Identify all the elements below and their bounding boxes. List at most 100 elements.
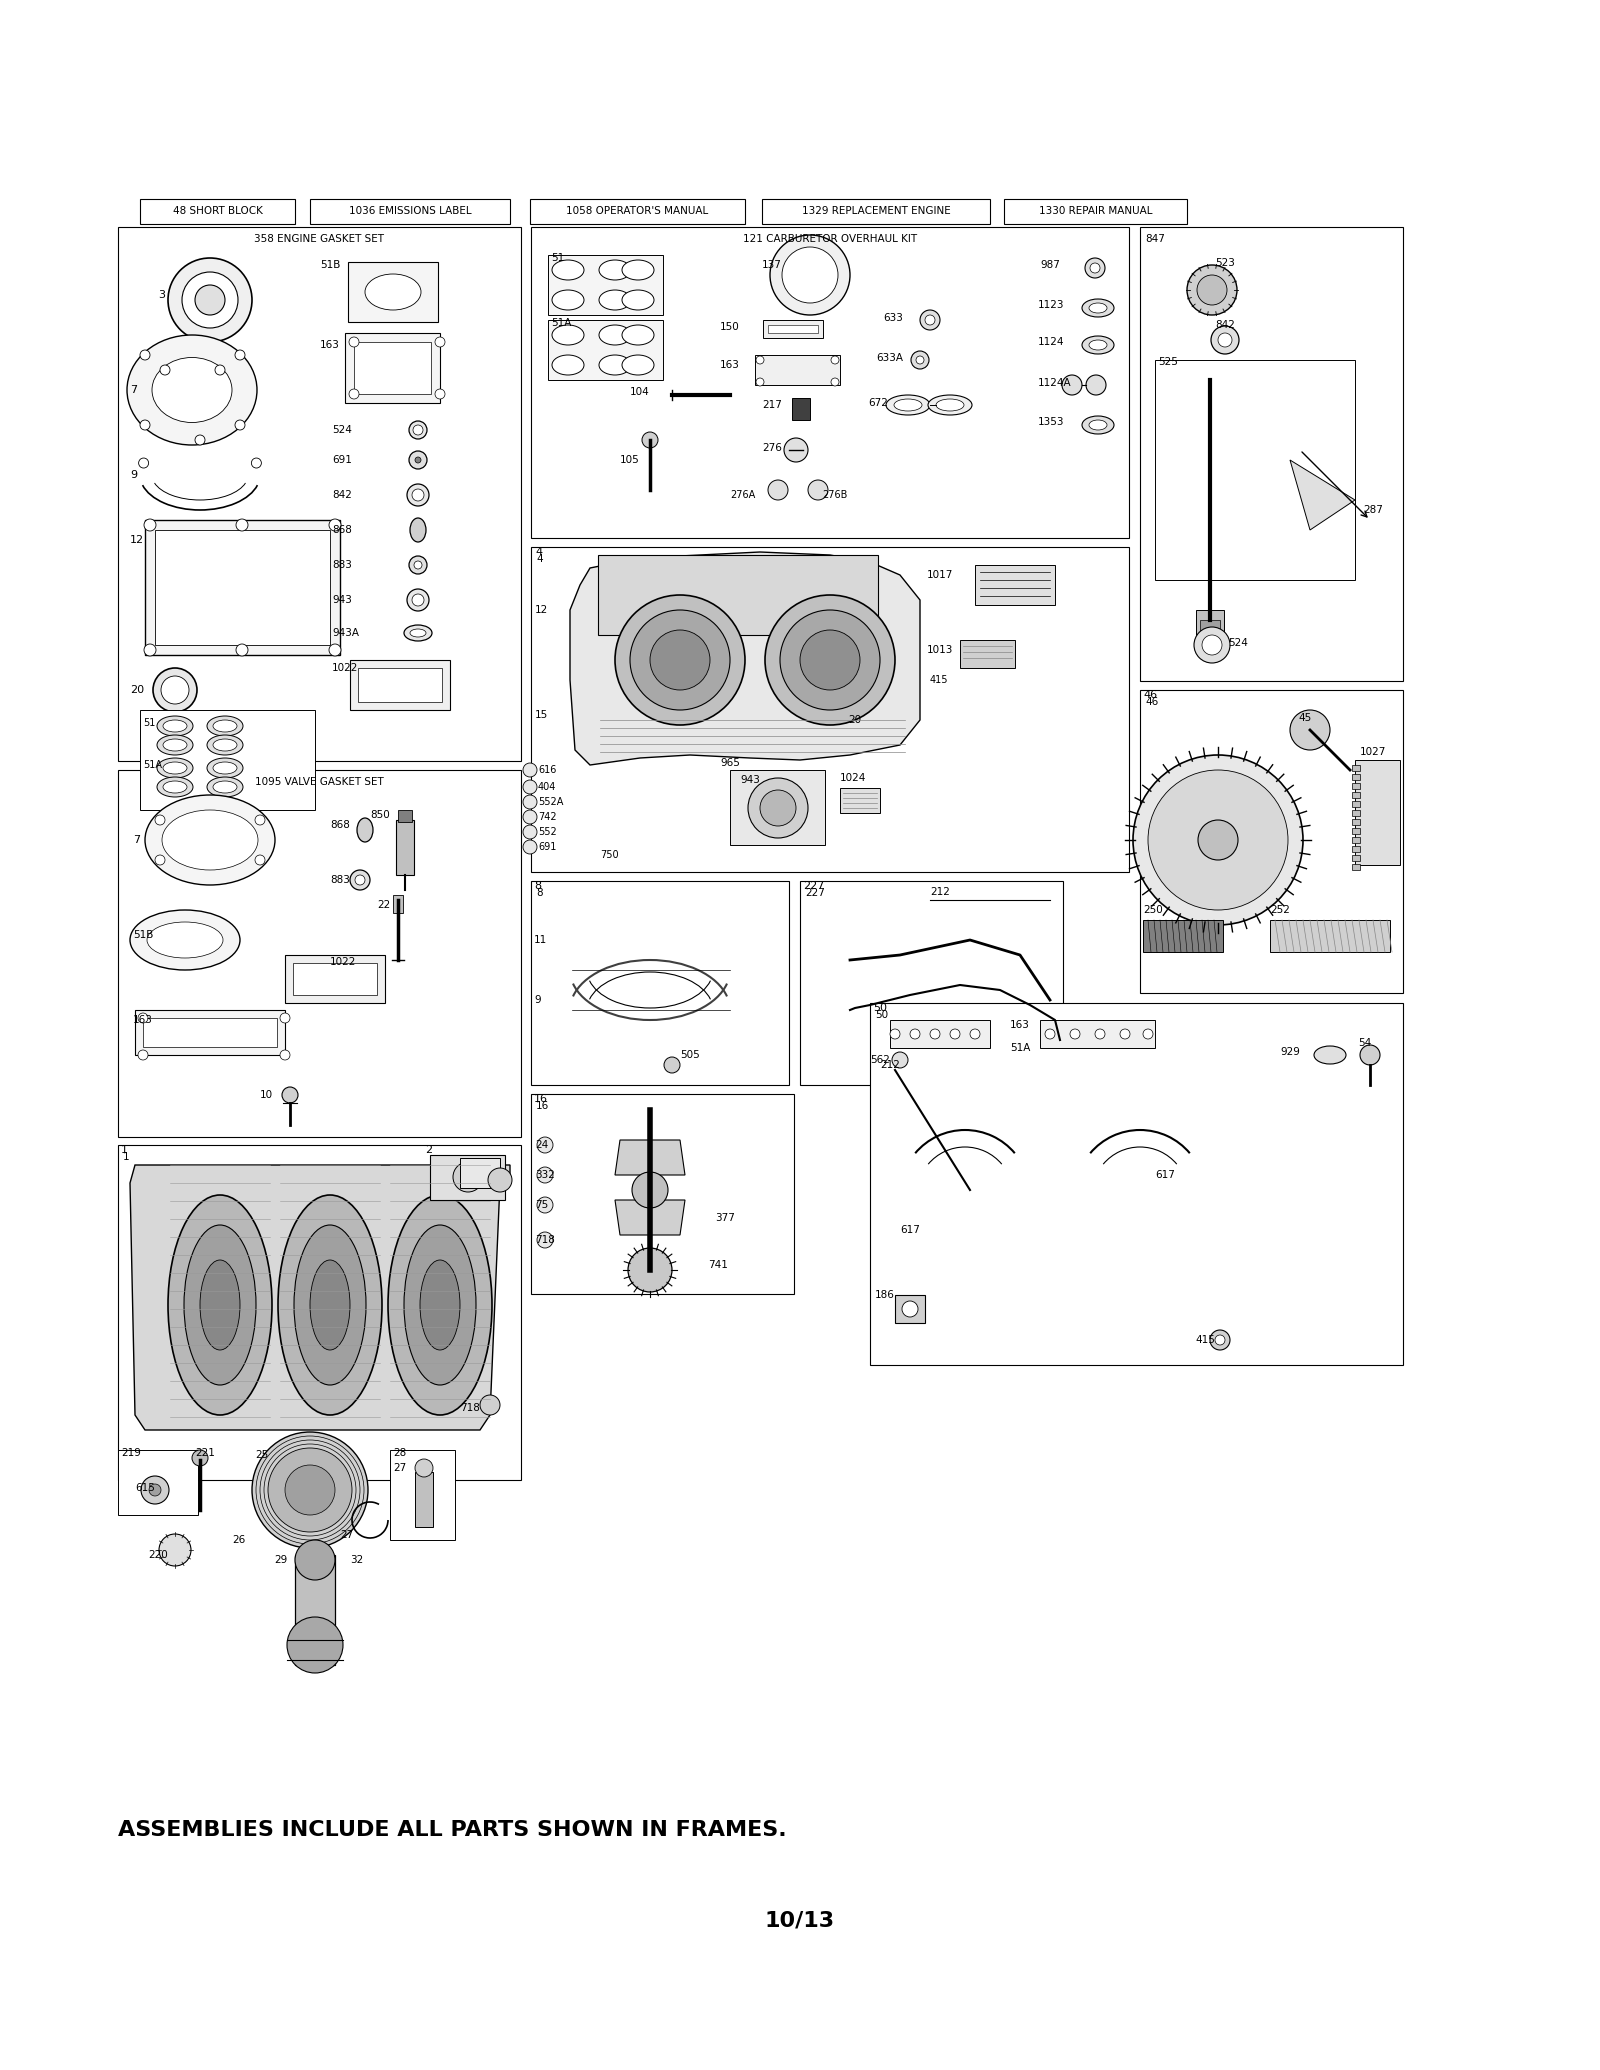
Text: 1: 1: [122, 1145, 128, 1155]
Circle shape: [1094, 1029, 1106, 1039]
Bar: [1352, 828, 1360, 834]
Circle shape: [950, 1029, 960, 1039]
Polygon shape: [130, 1165, 510, 1430]
Circle shape: [349, 389, 358, 400]
Bar: [890, 1021, 990, 1047]
Ellipse shape: [163, 762, 187, 774]
Text: 220: 220: [147, 1550, 168, 1561]
Text: 525: 525: [1158, 356, 1178, 366]
Circle shape: [915, 356, 925, 364]
Text: 20: 20: [848, 714, 861, 724]
Circle shape: [523, 780, 538, 795]
Text: 1017: 1017: [926, 569, 954, 580]
Ellipse shape: [278, 1194, 382, 1416]
Circle shape: [406, 484, 429, 505]
Bar: [118, 1145, 522, 1480]
Text: 850: 850: [370, 809, 390, 820]
Ellipse shape: [157, 716, 194, 737]
Bar: [1270, 919, 1390, 952]
Bar: [430, 1155, 506, 1201]
Bar: [141, 199, 294, 224]
Ellipse shape: [1082, 298, 1114, 317]
Bar: [960, 640, 1014, 669]
Bar: [293, 963, 378, 996]
Circle shape: [770, 236, 850, 315]
Ellipse shape: [152, 358, 232, 422]
Text: 377: 377: [715, 1213, 734, 1223]
Text: 25: 25: [254, 1449, 269, 1459]
Ellipse shape: [598, 354, 630, 375]
Text: 868: 868: [333, 526, 352, 534]
Text: 943: 943: [333, 594, 352, 604]
Circle shape: [538, 1136, 554, 1153]
Ellipse shape: [1082, 416, 1114, 435]
Text: 51A: 51A: [1010, 1043, 1030, 1054]
Text: 221: 221: [195, 1449, 214, 1457]
Bar: [141, 710, 315, 809]
Circle shape: [413, 489, 424, 501]
Circle shape: [414, 1459, 434, 1478]
Circle shape: [970, 1029, 979, 1039]
Circle shape: [330, 520, 341, 532]
Bar: [531, 228, 1130, 538]
Circle shape: [538, 1196, 554, 1213]
Circle shape: [330, 644, 341, 656]
Bar: [1352, 782, 1360, 789]
Bar: [531, 882, 789, 1085]
Bar: [755, 354, 840, 385]
Text: 121 CARBURETOR OVERHAUL KIT: 121 CARBURETOR OVERHAUL KIT: [742, 234, 917, 244]
Bar: [398, 809, 413, 822]
Circle shape: [1214, 1335, 1226, 1346]
Text: 12: 12: [534, 604, 549, 615]
Text: 212: 212: [880, 1060, 899, 1070]
Circle shape: [253, 1432, 368, 1548]
Circle shape: [413, 424, 422, 435]
Bar: [1142, 919, 1222, 952]
Circle shape: [285, 1466, 334, 1515]
Text: 51: 51: [550, 253, 565, 263]
Circle shape: [664, 1058, 680, 1072]
Text: 1013: 1013: [926, 646, 954, 654]
Text: 29: 29: [274, 1555, 288, 1565]
Circle shape: [414, 457, 421, 464]
Text: 276: 276: [762, 443, 782, 453]
Bar: [1352, 793, 1360, 799]
Circle shape: [144, 644, 157, 656]
Text: 186: 186: [875, 1290, 894, 1300]
Text: 1024: 1024: [840, 772, 866, 782]
Bar: [142, 1018, 277, 1047]
Circle shape: [784, 439, 808, 462]
Text: 11: 11: [534, 936, 547, 946]
Circle shape: [413, 594, 424, 607]
Bar: [414, 1472, 434, 1528]
Text: 552A: 552A: [538, 797, 563, 807]
Ellipse shape: [157, 758, 194, 778]
Circle shape: [808, 480, 829, 501]
Ellipse shape: [894, 400, 922, 412]
Bar: [800, 882, 1062, 1085]
Ellipse shape: [622, 261, 654, 279]
Ellipse shape: [622, 354, 654, 375]
Text: 1: 1: [123, 1153, 130, 1161]
Bar: [118, 770, 522, 1136]
Text: 276B: 276B: [822, 491, 848, 501]
Text: 9: 9: [534, 996, 541, 1006]
Text: 415: 415: [1195, 1335, 1214, 1346]
Bar: [792, 397, 810, 420]
Text: 50: 50: [875, 1010, 888, 1021]
Text: 943: 943: [739, 774, 760, 785]
Text: 883: 883: [333, 561, 352, 569]
Circle shape: [523, 809, 538, 824]
Text: 32: 32: [350, 1555, 363, 1565]
Text: 3: 3: [158, 290, 165, 300]
Circle shape: [168, 259, 253, 342]
Text: 332: 332: [534, 1170, 555, 1180]
Text: 1123: 1123: [1038, 300, 1064, 310]
Circle shape: [162, 677, 189, 704]
Circle shape: [195, 286, 226, 315]
Circle shape: [1062, 375, 1082, 395]
Ellipse shape: [552, 290, 584, 310]
Ellipse shape: [294, 1225, 366, 1385]
Text: 615: 615: [134, 1482, 155, 1492]
Text: 105: 105: [621, 455, 640, 466]
